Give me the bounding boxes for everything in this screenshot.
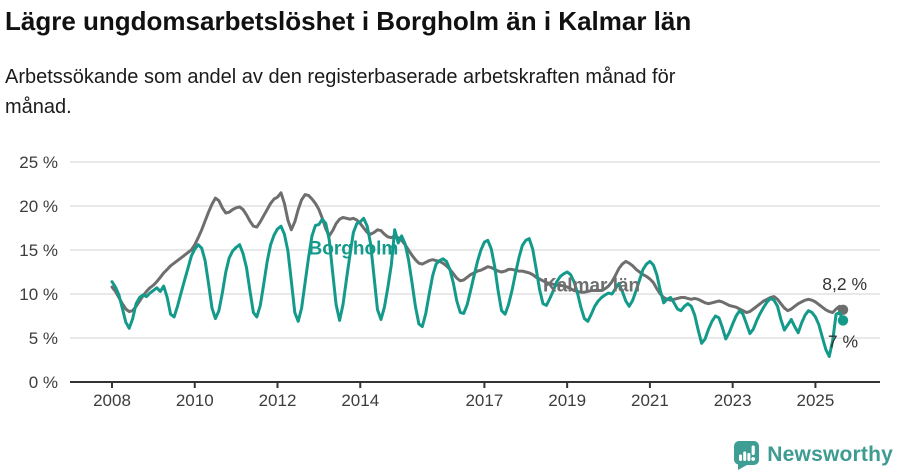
series-label-borgholm: Borgholm — [309, 238, 399, 259]
line-borgholm — [110, 216, 845, 358]
chart-annotations: Borgholm Kalmar län 8,2 % 7 % — [309, 238, 867, 351]
series-lines — [110, 191, 849, 358]
subtitle-line-2: månad. — [5, 96, 72, 118]
x-tick-label-2023: 2023 — [714, 391, 752, 410]
y-tick-label-0: 0 % — [29, 373, 58, 392]
end-label-borgholm: 7 % — [828, 332, 858, 352]
bar-3 — [747, 453, 751, 461]
series-label-kalmar-län: Kalmar län — [543, 275, 640, 296]
exclamation-dot — [751, 457, 756, 461]
end-dot-borgholm — [837, 315, 849, 326]
y-tick-label-25: 25 % — [19, 153, 58, 172]
x-axis: 2008 2010 2012 2014 2017 2019 2021 2023 2025 — [70, 381, 880, 410]
line-kalmar-län — [110, 191, 845, 314]
chart-subtitle: Arbetssökande som andel av den registerb… — [5, 62, 855, 122]
bar-1 — [739, 454, 743, 461]
x-tick-label-2012: 2012 — [259, 391, 297, 410]
subtitle-line-1: Arbetssökande som andel av den registerb… — [5, 66, 676, 88]
x-tick-label-2008: 2008 — [93, 391, 131, 410]
gridlines — [70, 161, 880, 339]
page-title: Lägre ungdomsarbetslöshet i Borgholm än … — [5, 6, 692, 36]
y-tick-label-20: 20 % — [19, 197, 58, 216]
y-axis-labels: 0 % 5 % 10 % 15 % 20 % 25 % — [19, 153, 58, 392]
x-tick-label-2025: 2025 — [797, 391, 835, 410]
x-tick-label-2010: 2010 — [176, 391, 214, 410]
newsworthy-wordmark: Newsworthy — [767, 443, 893, 466]
newsworthy-bubble-icon — [734, 441, 760, 470]
y-tick-label-10: 10 % — [19, 285, 58, 304]
x-tick-label-2021: 2021 — [631, 391, 669, 410]
y-tick-label-15: 15 % — [19, 241, 58, 260]
bar-2 — [743, 451, 747, 461]
unemployment-line-chart: 0 %5 %10 %15 %20 %25 % 2008 2010 2012 2014 2… — [19, 153, 880, 410]
x-tick-label-2017: 2017 — [465, 391, 503, 410]
newsworthy-logo[interactable]: Newsworthy — [733, 440, 893, 470]
bubble-shape — [734, 441, 760, 470]
x-tick-label-2014: 2014 — [341, 391, 379, 410]
x-tick-label-2019: 2019 — [548, 391, 586, 410]
end-label-kalmar-län: 8,2 % — [822, 274, 867, 294]
exclamation-stem — [751, 445, 756, 455]
y-tick-label-5: 5 % — [29, 329, 58, 348]
